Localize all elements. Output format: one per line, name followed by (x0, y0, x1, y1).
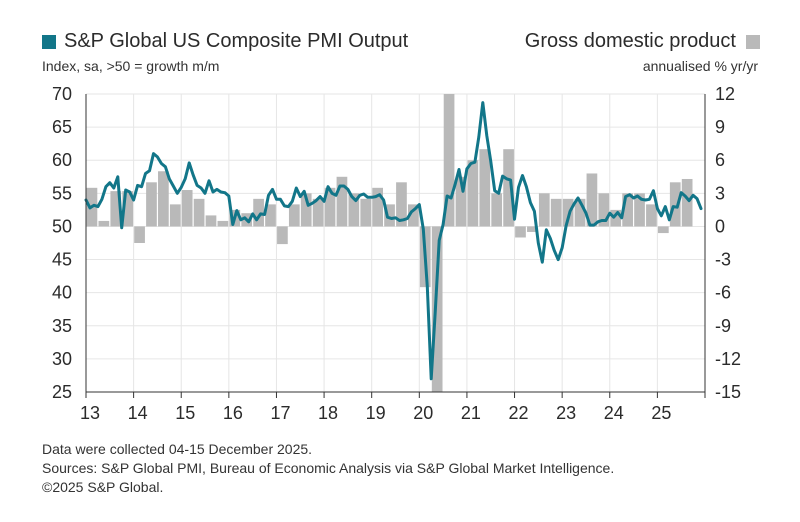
gdp-legend-swatch (746, 34, 760, 49)
gdp-bar (479, 149, 491, 227)
x-tick-label: 14 (128, 403, 148, 423)
footnote-sources: Sources: S&P Global PMI, Bureau of Econo… (42, 460, 615, 476)
x-tick-label: 15 (175, 403, 195, 423)
gdp-bar (669, 182, 681, 227)
right-axis-subtitle: annualised % yr/yr (642, 58, 758, 74)
gdp-bar (384, 204, 395, 227)
gdp-bar (277, 226, 288, 245)
left-tick-label: 65 (52, 117, 72, 137)
gdp-bar (574, 198, 586, 227)
gdp-bar (324, 187, 336, 227)
gdp-bar (455, 176, 467, 227)
gdp-bar (122, 191, 134, 227)
gdp-bar (193, 198, 205, 227)
right-tick-label: -12 (715, 349, 741, 369)
gdp-bar (527, 226, 538, 232)
footnote-collection: Data were collected 04-15 December 2025. (42, 441, 313, 457)
left-tick-label: 45 (52, 250, 72, 270)
right-tick-label: 9 (715, 117, 725, 137)
gdp-bar (681, 178, 693, 227)
x-tick-label: 22 (509, 403, 529, 423)
gdp-bar (253, 198, 264, 227)
gdp-bar (312, 198, 324, 227)
left-tick-label: 50 (52, 216, 72, 236)
gdp-bar (515, 226, 526, 238)
gdp-bar (550, 198, 562, 227)
gdp-bar (265, 204, 276, 227)
gdp-bar (610, 209, 622, 227)
right-tick-label: 3 (715, 183, 725, 203)
left-tick-label: 35 (52, 316, 72, 336)
gdp-bar (158, 171, 169, 227)
footnote-copyright: ©2025 S&P Global. (42, 479, 164, 495)
x-tick-label: 21 (461, 403, 481, 423)
x-tick-label: 24 (604, 403, 624, 423)
gdp-bar (562, 198, 574, 227)
left-tick-label: 30 (52, 349, 72, 369)
pmi-legend: S&P Global US Composite PMI Output (42, 30, 408, 53)
gdp-bar (348, 193, 360, 227)
gdp-bar (622, 193, 633, 227)
x-tick-label: 25 (651, 403, 671, 423)
x-tick-label: 23 (556, 403, 576, 423)
gdp-bar (467, 160, 479, 227)
x-tick-label: 13 (80, 403, 100, 423)
gdp-bar (646, 204, 657, 227)
left-tick-label: 60 (52, 150, 72, 170)
gdp-bar (360, 198, 372, 227)
right-tick-label: -6 (715, 283, 731, 303)
gdp-bar (181, 190, 193, 227)
x-tick-label: 19 (366, 403, 386, 423)
gdp-bar (396, 182, 407, 227)
pmi-legend-swatch (42, 34, 56, 49)
gdp-bar (110, 191, 122, 227)
gdp-bar (336, 176, 348, 227)
right-tick-label: -15 (715, 382, 741, 402)
gdp-bar (408, 204, 419, 227)
x-tick-label: 18 (318, 403, 338, 423)
gdp-bar (372, 187, 383, 227)
right-tick-label: 12 (715, 84, 735, 104)
gdp-bar (288, 204, 300, 227)
gdp-legend: Gross domestic product (525, 30, 760, 53)
gdp-bar (300, 193, 312, 227)
right-tick-label: 0 (715, 216, 725, 236)
gdp-bar (134, 226, 145, 243)
left-tick-label: 55 (52, 183, 72, 203)
gdp-bar (443, 94, 455, 227)
right-tick-label: -9 (715, 316, 731, 336)
left-tick-label: 40 (52, 283, 72, 303)
gdp-bar (217, 220, 229, 227)
gdp-bar (503, 149, 514, 227)
gdp-bar (634, 193, 645, 227)
left-tick-label: 70 (52, 84, 72, 104)
right-tick-label: 6 (715, 150, 725, 170)
gdp-bar (146, 182, 157, 227)
gdp-bar (205, 215, 217, 227)
pmi-line (84, 101, 703, 381)
gdp-bar (491, 193, 503, 227)
x-tick-label: 16 (223, 403, 243, 423)
gdp-bar (98, 220, 110, 227)
left-axis-subtitle: Index, sa, >50 = growth m/m (42, 58, 220, 74)
gdp-bar (598, 193, 610, 227)
footnotes: Data were collected 04-15 December 2025.… (42, 440, 614, 497)
x-tick-label: 20 (413, 403, 433, 423)
right-tick-label: -3 (715, 250, 731, 270)
gdp-bar (431, 226, 443, 392)
gdp-legend-title: Gross domestic product (524, 30, 736, 52)
pmi-legend-title: S&P Global US Composite PMI Output (64, 30, 409, 52)
gdp-bar (169, 204, 181, 227)
gdp-bar (586, 173, 598, 227)
left-tick-label: 25 (52, 382, 72, 402)
x-tick-label: 17 (270, 403, 290, 423)
gdp-bar (538, 193, 550, 227)
gdp-bar (657, 226, 669, 234)
